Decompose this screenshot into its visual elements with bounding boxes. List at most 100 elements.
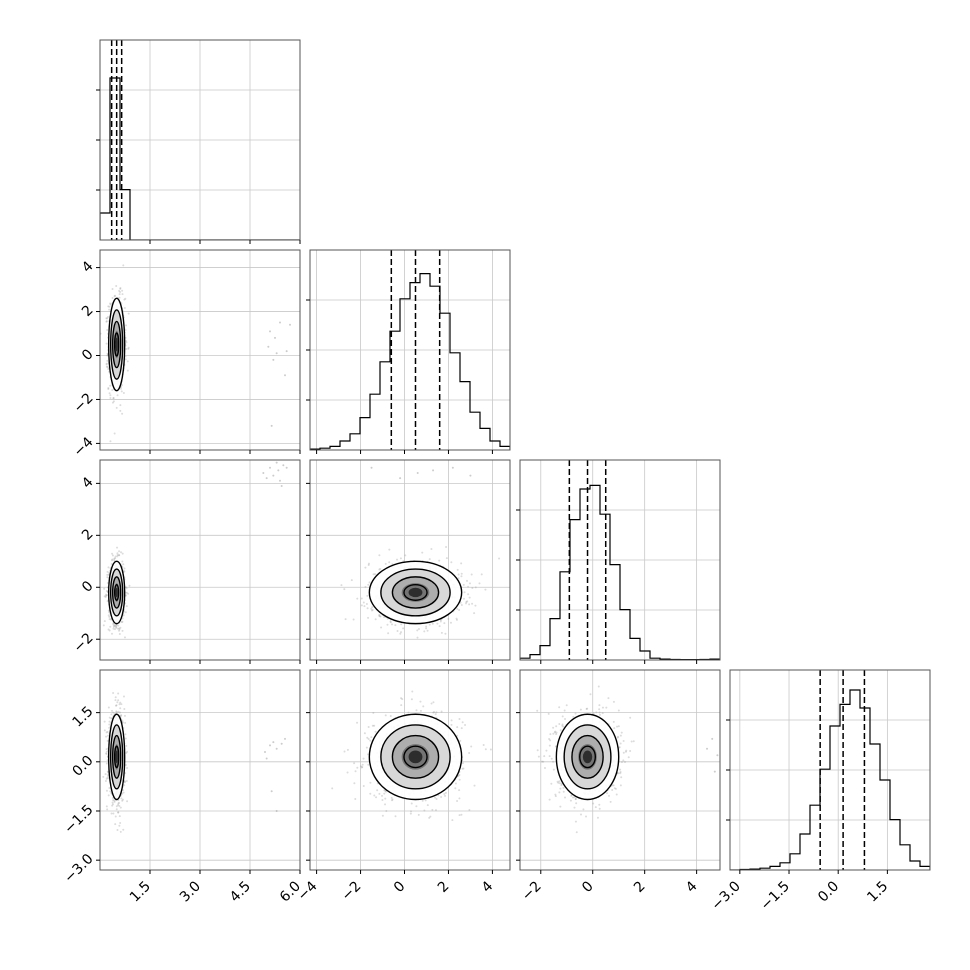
scatter-point [270,790,273,793]
scatter-point [109,303,112,306]
scatter-point [462,583,465,586]
density-contour [109,724,124,790]
scatter-panel-3-2 [306,459,511,664]
scatter-point [343,750,346,753]
scatter-point [104,593,107,596]
scatter-point [107,387,110,390]
scatter-point [105,362,108,365]
histogram-step [730,689,930,870]
scatter-point [367,725,370,728]
scatter-point [429,815,432,818]
scatter-point [121,289,124,292]
scatter-point [374,573,377,576]
scatter-point [124,586,127,589]
scatter-point [598,713,601,716]
scatter-point [279,479,281,482]
scatter-point [105,594,108,597]
scatter-point [119,822,122,825]
scatter-point [388,548,391,551]
scatter-point [112,711,115,714]
scatter-point [445,546,448,549]
x-tick-label: −4 [295,878,321,904]
scatter-point [458,718,461,721]
scatter-point [105,777,108,780]
scatter-point [121,798,124,801]
scatter-point [428,623,431,626]
scatter-point [417,627,420,630]
scatter-point [381,814,384,817]
scatter-point [107,734,110,737]
scatter-point [108,726,111,729]
scatter-point [331,787,334,790]
scatter-point [119,707,122,710]
scatter-point [272,474,275,477]
scatter-point [561,715,564,718]
scatter-point [113,295,116,298]
scatter-point [123,298,126,301]
scatter-point [460,572,463,575]
scatter-point [109,790,112,793]
scatter-point [124,733,127,736]
scatter-point [110,563,113,566]
plot-area [310,670,510,870]
scatter-point [611,784,614,787]
scatter-point [369,781,372,784]
scatter-point [454,787,457,790]
scatter-point [115,704,118,707]
density-contour [109,568,124,617]
scatter-point [410,810,413,813]
density-contour [107,560,126,625]
scatter-point [111,801,114,804]
density-fill [115,587,118,598]
scatter-point [363,605,366,608]
scatter-point [111,297,114,300]
scatter-point [124,721,127,724]
scatter-point [275,809,278,812]
scatter-point [346,748,349,751]
scatter-point [122,791,125,794]
scatter-point [112,799,115,802]
scatter-point [108,629,111,632]
y-tick-label: 0.0 [70,753,97,780]
scatter-point [466,600,469,603]
scatter-point [264,750,266,753]
scatter-point [384,803,387,806]
scatter-point [367,564,370,567]
scatter-point [111,388,114,391]
scatter-point [460,562,463,565]
scatter-point [116,627,119,630]
scatter-point [425,627,428,630]
scatter-point [115,285,118,288]
scatter-point [422,705,425,708]
scatter-point [289,323,291,326]
scatter-point [115,805,118,808]
scatter-point [460,813,463,816]
scatter-point [125,779,128,782]
scatter-point [107,573,110,576]
scatter-point [432,469,435,472]
scatter-point [579,813,582,816]
scatter-point [105,589,108,592]
scatter-point [112,625,115,628]
scatter-point [423,630,426,633]
scatter-point [121,620,124,623]
scatter-point [362,601,365,604]
scatter-point [460,603,463,606]
scatter-point [119,806,122,809]
scatter-point [269,744,271,747]
scatter-point [480,573,483,576]
scatter-point [118,550,121,553]
scatter-point [124,358,127,361]
scatter-point [389,620,392,623]
scatter-point [114,625,117,628]
scatter-point [364,585,367,588]
scatter-point [458,789,461,792]
scatter-point [369,792,372,795]
scatter-point [370,466,373,469]
density-contour [368,560,463,625]
scatter-point [426,804,429,807]
scatter-point [106,316,109,319]
scatter-point [400,623,403,626]
scatter-point [545,749,548,752]
scatter-point [107,367,110,370]
